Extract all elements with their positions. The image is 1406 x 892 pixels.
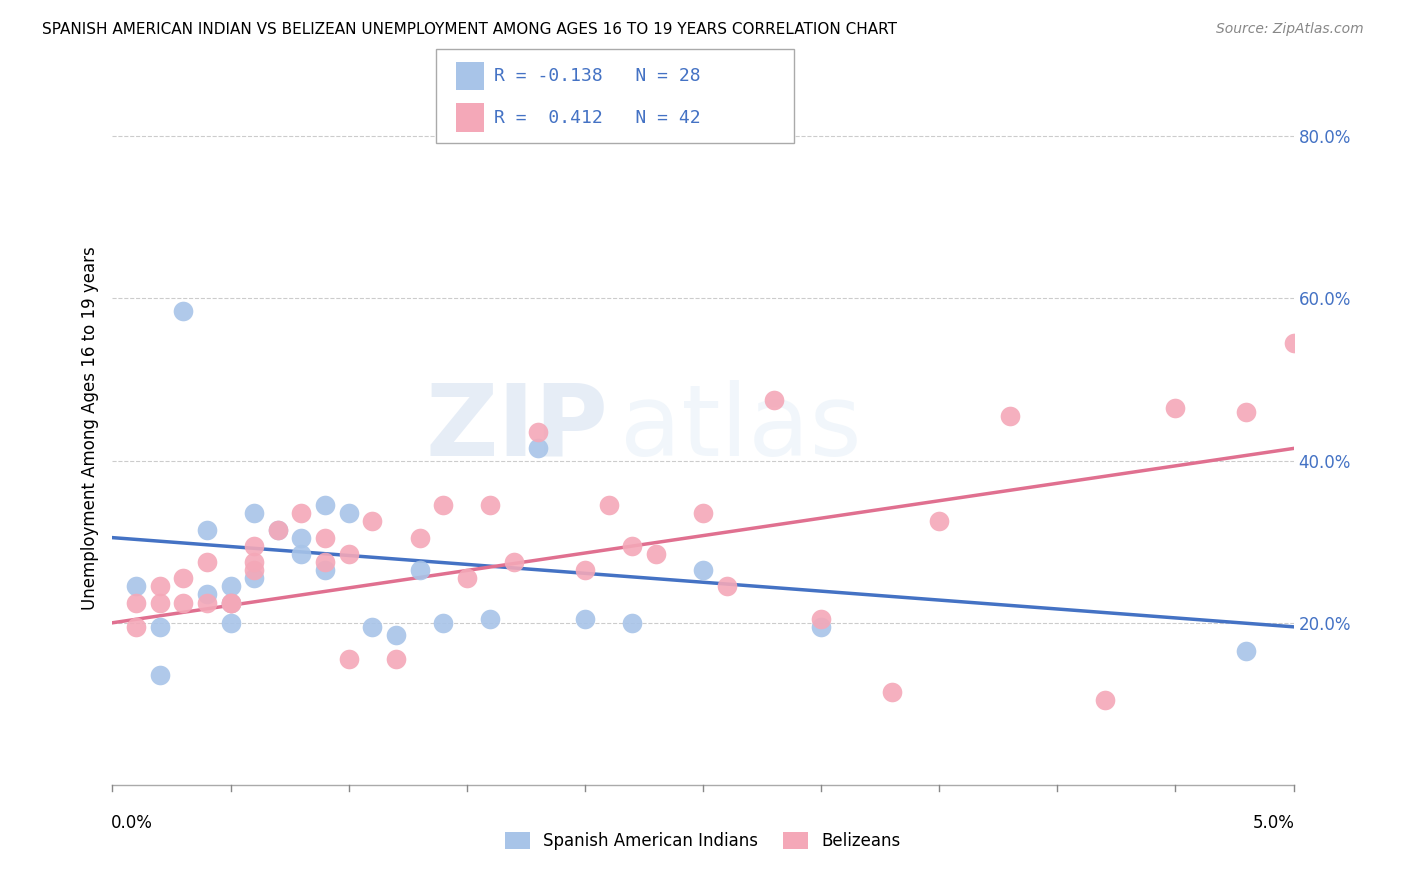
Point <box>267 523 290 537</box>
Point <box>195 523 218 537</box>
Point <box>219 595 242 609</box>
Point <box>880 684 903 698</box>
Text: 0.0%: 0.0% <box>111 814 153 831</box>
Point <box>149 595 172 609</box>
Point <box>195 587 218 601</box>
Point <box>621 615 644 630</box>
Point <box>692 563 714 577</box>
Point <box>385 628 408 642</box>
Point <box>408 563 430 577</box>
Point <box>219 595 242 609</box>
Text: Source: ZipAtlas.com: Source: ZipAtlas.com <box>1216 22 1364 37</box>
Point <box>243 571 266 585</box>
Text: 5.0%: 5.0% <box>1253 814 1295 831</box>
Point <box>337 652 360 666</box>
Point <box>125 620 148 634</box>
Point <box>716 579 738 593</box>
Point <box>598 498 620 512</box>
Point <box>456 571 478 585</box>
Point <box>314 498 336 512</box>
Point <box>479 498 502 512</box>
Point <box>526 425 548 440</box>
Point <box>243 506 266 520</box>
Point <box>290 547 312 561</box>
Point <box>1234 405 1257 419</box>
Point <box>361 515 384 529</box>
Point <box>1234 644 1257 658</box>
Text: R = -0.138   N = 28: R = -0.138 N = 28 <box>494 67 700 85</box>
Point <box>149 668 172 682</box>
Point <box>692 506 714 520</box>
Point <box>314 531 336 545</box>
Point <box>928 515 950 529</box>
Point <box>526 442 548 456</box>
Point <box>644 547 666 561</box>
Legend: Spanish American Indians, Belizeans: Spanish American Indians, Belizeans <box>496 824 910 859</box>
Point <box>219 595 242 609</box>
Point <box>290 506 312 520</box>
Point <box>219 615 242 630</box>
Point <box>290 531 312 545</box>
Point <box>314 555 336 569</box>
Point <box>337 547 360 561</box>
Point <box>195 595 218 609</box>
Point <box>574 612 596 626</box>
Point <box>503 555 526 569</box>
Y-axis label: Unemployment Among Ages 16 to 19 years: Unemployment Among Ages 16 to 19 years <box>80 246 98 610</box>
Point <box>432 498 454 512</box>
Text: R =  0.412   N = 42: R = 0.412 N = 42 <box>494 109 700 127</box>
Point <box>195 555 218 569</box>
Point <box>149 620 172 634</box>
Point <box>810 620 832 634</box>
Point <box>243 539 266 553</box>
Point <box>243 555 266 569</box>
Point <box>125 595 148 609</box>
Point <box>149 579 172 593</box>
Text: ZIP: ZIP <box>426 380 609 476</box>
Point <box>762 392 785 407</box>
Point <box>1094 693 1116 707</box>
Point <box>172 571 194 585</box>
Point <box>314 563 336 577</box>
Point <box>172 595 194 609</box>
Point <box>243 563 266 577</box>
Point <box>1164 401 1187 415</box>
Point <box>125 579 148 593</box>
Point <box>574 563 596 577</box>
Text: SPANISH AMERICAN INDIAN VS BELIZEAN UNEMPLOYMENT AMONG AGES 16 TO 19 YEARS CORRE: SPANISH AMERICAN INDIAN VS BELIZEAN UNEM… <box>42 22 897 37</box>
Point <box>621 539 644 553</box>
Point <box>810 612 832 626</box>
Point <box>1282 336 1305 351</box>
Point <box>337 506 360 520</box>
Point <box>267 523 290 537</box>
Point <box>432 615 454 630</box>
Point <box>408 531 430 545</box>
Point <box>385 652 408 666</box>
Point <box>361 620 384 634</box>
Point <box>998 409 1021 423</box>
Point <box>479 612 502 626</box>
Point <box>172 303 194 318</box>
Point <box>219 579 242 593</box>
Text: atlas: atlas <box>620 380 862 476</box>
